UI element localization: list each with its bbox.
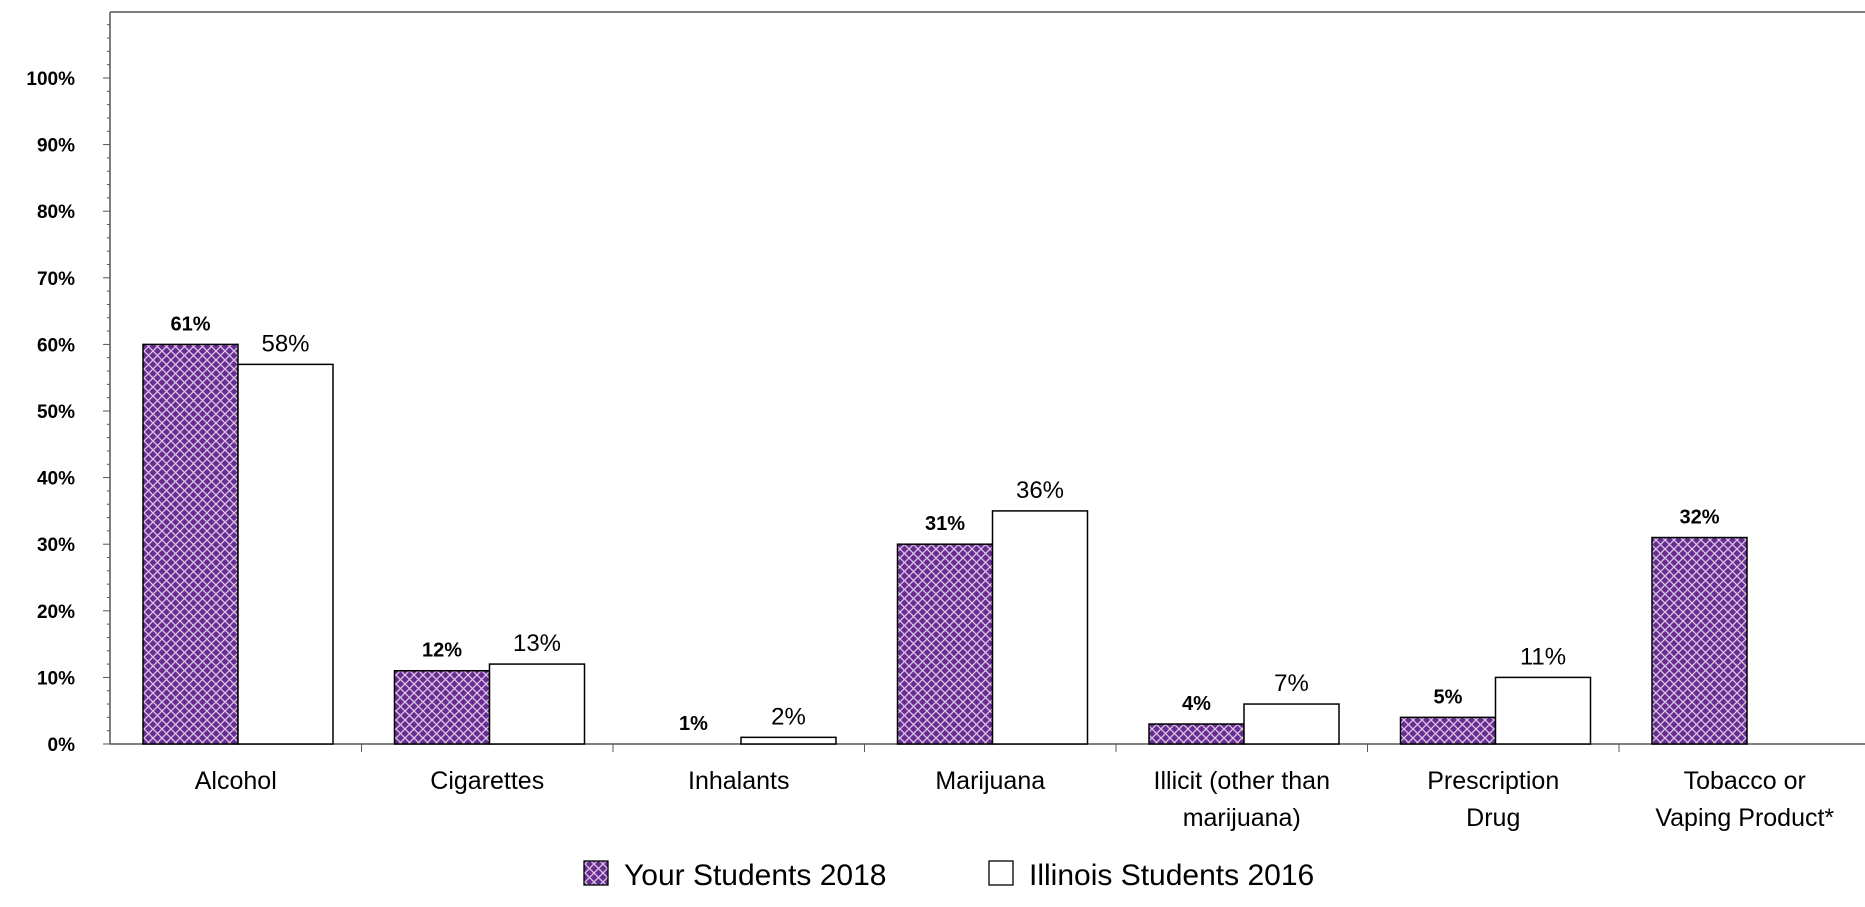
bar-illinois-students-2016 [1243,703,1340,745]
y-tick-label: 60% [37,335,75,356]
data-label: 61% [170,313,210,335]
bar-your-students-2018 [1148,723,1245,745]
x-tick-label: Prescription [1427,767,1559,795]
bar-your-students-2018 [896,543,994,745]
data-label: 13% [513,630,561,657]
data-label: 7% [1274,670,1309,697]
data-label: 1% [679,713,708,735]
x-tick-label: Illicit (other than [1154,767,1330,795]
legend: Your Students 2018 Illinois Students 2016 [583,859,1314,892]
bar-illinois-students-2016 [740,736,837,745]
bar-illinois-students-2016 [488,663,586,745]
x-tick-label: Tobacco or [1684,767,1806,795]
y-tick-label: 70% [37,269,75,290]
x-tick-label: Drug [1466,804,1520,832]
legend-swatch-your-students-2018 [583,860,609,886]
x-tick-label: Vaping Product* [1655,804,1834,832]
data-label: 31% [925,513,965,535]
y-tick-label: 100% [26,69,75,90]
bar-illinois-students-2016 [991,510,1089,745]
data-label: 4% [1182,693,1211,715]
y-tick-label: 50% [37,402,75,423]
bar-your-students-2018 [142,343,239,745]
y-tick-label: 30% [37,535,75,556]
data-label: 2% [771,703,806,730]
legend-label: Illinois Students 2016 [1029,859,1314,892]
bar-your-students-2018 [1651,536,1748,745]
y-tick-label: 20% [37,602,75,623]
data-label: 58% [261,330,309,357]
bar-illinois-students-2016 [1494,676,1592,745]
y-tick-label: 80% [37,202,75,223]
data-label: 11% [1520,643,1566,670]
x-tick-label: Inhalants [688,767,789,795]
data-label: 5% [1434,686,1463,708]
data-label: 36% [1016,477,1064,504]
x-tick-label: Cigarettes [430,767,544,795]
bar-your-students-2018 [1399,716,1497,745]
data-label: 12% [422,640,462,662]
x-tick-label: Marijuana [935,767,1045,795]
y-tick-label: 40% [37,469,75,490]
y-tick-label: 90% [37,136,75,157]
data-label: 32% [1679,507,1719,529]
bar-illinois-students-2016 [237,363,334,745]
legend-swatch-illinois-students-2016 [988,860,1014,886]
plot-area: 0% 10% 20% 30% 40% 50% 60% 70% 80% 90% 100% Alcohol… [26,11,1865,832]
x-tick-label: marijuana) [1183,804,1301,832]
x-tick-label: Alcohol [195,767,277,795]
y-tick-label: 0% [48,735,76,756]
y-tick-label: 10% [37,668,75,689]
legend-label: Your Students 2018 [624,859,886,892]
bar-your-students-2018 [393,669,491,745]
